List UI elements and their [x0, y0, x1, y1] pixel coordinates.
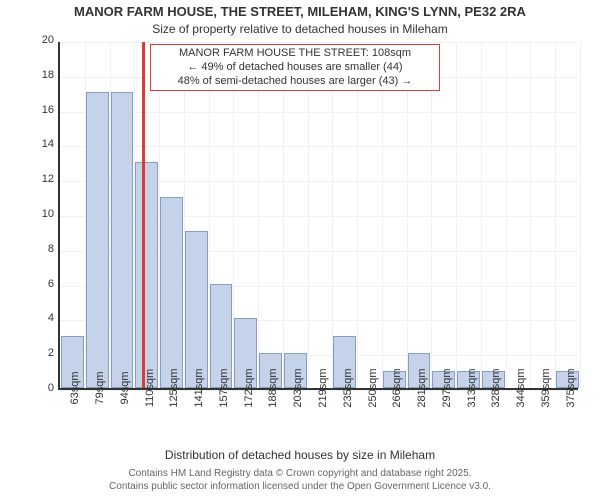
chart-footer: Contains HM Land Registry data © Crown c… — [0, 468, 600, 493]
y-tick-label: 20 — [42, 34, 60, 46]
y-tick-label: 10 — [42, 208, 60, 220]
y-tick-label: 0 — [48, 382, 60, 394]
grid-line-h — [60, 146, 578, 147]
x-tick-label: 328sqm — [484, 368, 502, 407]
x-tick-label: 219sqm — [311, 368, 329, 407]
x-tick-label: 157sqm — [212, 368, 230, 407]
grid-line-h — [60, 42, 578, 43]
chart-subtitle: Size of property relative to detached ho… — [0, 22, 600, 36]
callout-line-1: MANOR FARM HOUSE THE STREET: 108sqm — [155, 47, 435, 61]
callout-line-3: 48% of semi-detached houses are larger (… — [155, 75, 435, 89]
x-tick-label: 188sqm — [261, 368, 279, 407]
y-tick-label: 6 — [48, 278, 60, 290]
y-tick-label: 16 — [42, 104, 60, 116]
x-tick-label: 313sqm — [460, 368, 478, 407]
histogram-bar — [111, 92, 134, 388]
marker-callout: MANOR FARM HOUSE THE STREET: 108sqm ← 49… — [150, 44, 440, 91]
histogram-bar — [160, 197, 183, 388]
chart-title: MANOR FARM HOUSE, THE STREET, MILEHAM, K… — [0, 4, 600, 19]
x-tick-label: 235sqm — [336, 368, 354, 407]
grid-line-v — [283, 42, 284, 388]
x-tick-label: 110sqm — [138, 369, 156, 407]
grid-line-v — [530, 42, 531, 388]
histogram-bar — [135, 162, 158, 388]
x-tick-label: 141sqm — [187, 368, 205, 407]
x-tick-label: 79sqm — [88, 371, 106, 404]
x-tick-label: 266sqm — [385, 368, 403, 407]
histogram-bar — [185, 231, 208, 388]
grid-line-v — [308, 42, 309, 388]
x-tick-label: 281sqm — [410, 368, 428, 407]
y-tick-label: 4 — [48, 312, 60, 324]
grid-line-v — [481, 42, 482, 388]
y-tick-label: 14 — [42, 138, 60, 150]
plot-area: MANOR FARM HOUSE THE STREET: 108sqm ← 49… — [58, 42, 578, 390]
x-tick-label: 250sqm — [361, 368, 379, 407]
x-tick-label: 203sqm — [286, 368, 304, 407]
x-tick-label: 375sqm — [559, 368, 577, 407]
x-tick-label: 94sqm — [113, 371, 131, 404]
x-tick-label: 63sqm — [63, 371, 81, 404]
grid-line-v — [357, 42, 358, 388]
y-tick-label: 2 — [48, 347, 60, 359]
y-tick-label: 12 — [42, 173, 60, 185]
grid-line-v — [382, 42, 383, 388]
x-axis-label: Distribution of detached houses by size … — [0, 448, 600, 462]
grid-line-v — [258, 42, 259, 388]
x-tick-label: 125sqm — [162, 368, 180, 407]
property-marker-line — [142, 42, 145, 388]
histogram-bar — [86, 92, 109, 388]
footer-line-2: Contains public sector information licen… — [0, 481, 600, 494]
grid-line-v — [580, 42, 581, 388]
x-tick-label: 297sqm — [435, 368, 453, 407]
y-tick-label: 8 — [48, 243, 60, 255]
y-tick-label: 18 — [42, 69, 60, 81]
grid-line-h — [60, 112, 578, 113]
footer-line-1: Contains HM Land Registry data © Crown c… — [0, 468, 600, 481]
grid-line-v — [555, 42, 556, 388]
x-tick-label: 344sqm — [509, 368, 527, 407]
grid-line-v — [506, 42, 507, 388]
grid-line-v — [407, 42, 408, 388]
grid-line-v — [431, 42, 432, 388]
callout-line-2: ← 49% of detached houses are smaller (44… — [155, 61, 435, 75]
x-tick-label: 172sqm — [237, 368, 255, 407]
x-tick-label: 359sqm — [534, 368, 552, 407]
grid-line-v — [456, 42, 457, 388]
